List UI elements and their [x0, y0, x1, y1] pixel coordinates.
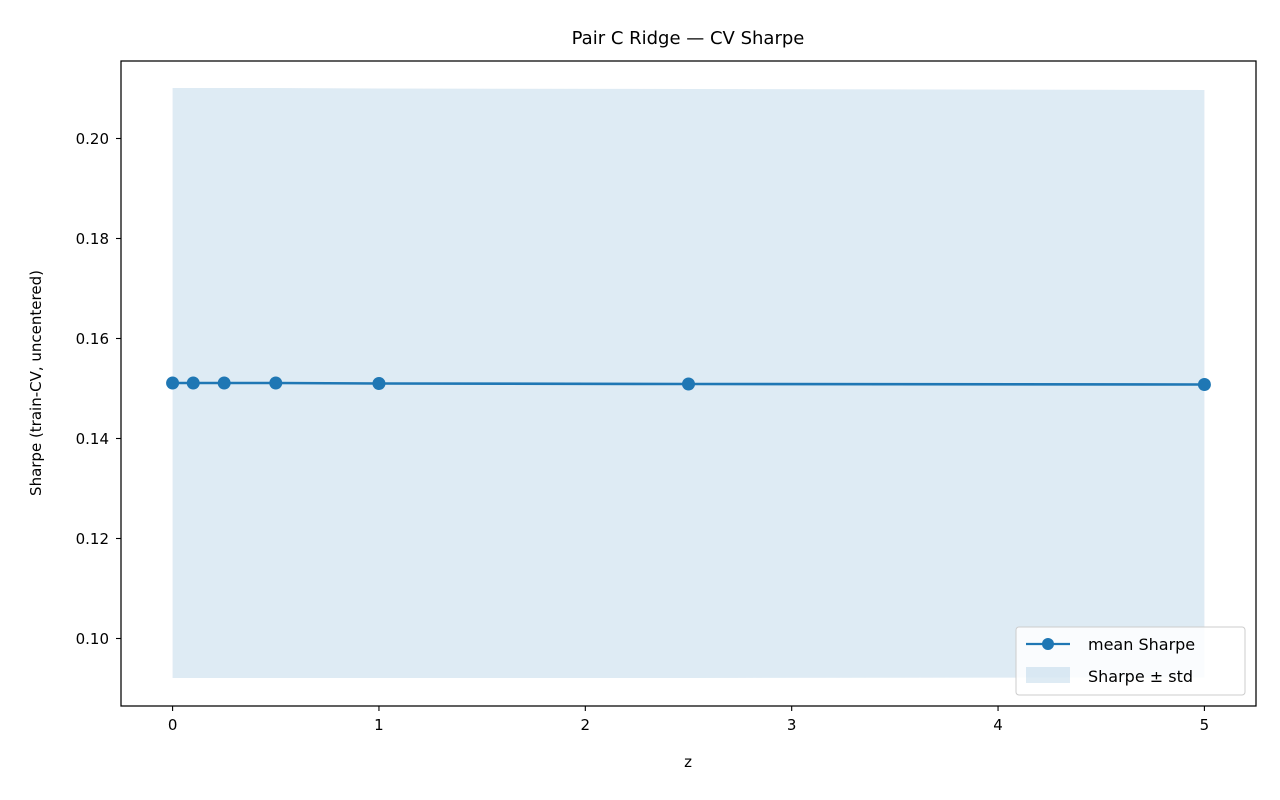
data-point: [372, 377, 386, 390]
data-point: [166, 376, 180, 390]
x-axis-label: z: [684, 753, 692, 771]
series-layer: [166, 376, 1211, 391]
data-point: [682, 377, 695, 391]
x-tick-label: 3: [787, 716, 797, 734]
legend-label-mean: mean Sharpe: [1088, 635, 1195, 654]
y-tick-label: 0.16: [76, 330, 109, 348]
x-axis: 0 1 2 3 4 5: [168, 706, 1209, 734]
x-tick-label: 4: [993, 716, 1003, 734]
legend-marker-swatch: [1042, 638, 1054, 650]
y-tick-label: 0.20: [76, 130, 109, 148]
x-tick-label: 2: [581, 716, 591, 734]
y-axis: 0.10 0.12 0.14 0.16 0.18 0.20: [76, 130, 121, 648]
plot-frame: [120, 60, 1257, 707]
x-tick-label: 1: [374, 716, 384, 734]
legend-label-band: Sharpe ± std: [1088, 667, 1193, 686]
legend-box: [1015, 626, 1246, 696]
data-point: [217, 376, 231, 390]
x-tick-label: 5: [1200, 716, 1210, 734]
y-tick-label: 0.18: [76, 230, 109, 248]
chart-title: Pair C Ridge — CV Sharpe: [572, 28, 805, 49]
y-tick-label: 0.10: [76, 630, 109, 648]
y-tick-label: 0.14: [76, 430, 109, 448]
y-tick-label: 0.12: [76, 530, 109, 548]
data-point: [186, 376, 200, 390]
x-tick-label: 0: [168, 716, 178, 734]
y-axis-label: Sharpe (train-CV, uncentered): [27, 270, 45, 496]
legend: mean Sharpe Sharpe ± std: [1015, 626, 1246, 696]
legend-band-swatch: [1026, 667, 1070, 683]
data-point: [1197, 378, 1211, 391]
data-point: [269, 376, 283, 390]
